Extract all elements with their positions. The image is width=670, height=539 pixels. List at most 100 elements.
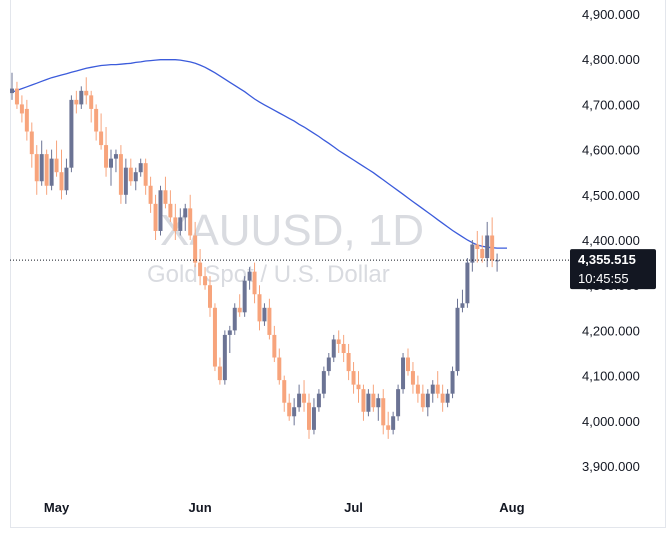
candle — [193, 221, 198, 268]
candle — [435, 371, 440, 399]
candle — [386, 411, 391, 439]
candle — [104, 127, 109, 177]
candle — [212, 303, 217, 372]
candle — [460, 289, 465, 313]
candle — [406, 348, 410, 376]
candle-body — [366, 393, 371, 412]
candle — [217, 357, 222, 385]
candle — [99, 113, 104, 150]
candle — [292, 398, 297, 426]
candle — [311, 398, 316, 435]
candle-body — [292, 407, 297, 417]
candle-body — [113, 154, 118, 159]
candle-body — [440, 393, 445, 403]
candle-body — [217, 366, 222, 381]
candle — [396, 384, 401, 421]
candle-body — [475, 244, 480, 250]
candle — [351, 362, 356, 394]
candle — [316, 389, 321, 412]
candle-body — [445, 393, 450, 403]
candle-body — [133, 172, 138, 182]
candle — [495, 253, 500, 272]
candle-body — [401, 357, 406, 390]
candle — [307, 393, 311, 439]
candle — [173, 203, 178, 240]
candle-body — [311, 407, 316, 430]
candle — [277, 348, 282, 385]
watermark-symbol: XAUUSD, 1D — [160, 206, 424, 255]
candle — [455, 298, 460, 376]
candle-body — [302, 393, 307, 403]
x-tick-label: Jun — [189, 500, 212, 515]
candle-body — [455, 307, 460, 372]
candle-body — [465, 262, 470, 304]
candle-body — [178, 217, 183, 231]
candle — [128, 158, 133, 186]
candle-body — [490, 235, 495, 261]
candle-body — [247, 271, 252, 281]
x-tick-label: Jul — [344, 500, 363, 515]
candle — [247, 267, 252, 290]
candle — [242, 276, 247, 317]
candle-body — [163, 190, 168, 204]
candle — [198, 249, 203, 286]
y-tick-label: 4,700.000 — [582, 97, 640, 112]
candle — [257, 285, 262, 331]
candle — [158, 185, 163, 236]
candle — [376, 393, 381, 421]
candle-body — [49, 158, 54, 186]
candle-body — [138, 163, 143, 173]
candle-body — [64, 167, 69, 191]
candle — [450, 366, 455, 399]
candle — [401, 353, 406, 394]
candle — [79, 86, 84, 109]
candle-body — [232, 307, 237, 331]
candle — [356, 371, 361, 403]
candle — [188, 194, 193, 240]
candle-body — [351, 371, 356, 385]
candle-body — [79, 90, 84, 105]
candle — [346, 343, 351, 381]
candle — [118, 145, 123, 204]
candle — [326, 353, 331, 376]
candle-body — [94, 108, 99, 132]
candle — [49, 149, 54, 191]
candle-body — [10, 88, 14, 94]
candle — [321, 366, 326, 399]
candle — [371, 384, 376, 412]
candle-body — [69, 99, 74, 168]
candle — [440, 384, 445, 412]
candle-body — [19, 104, 24, 114]
candle-body — [188, 208, 193, 236]
y-tick-label: 4,200.000 — [582, 323, 640, 338]
candle — [341, 334, 346, 363]
candle-body — [435, 384, 440, 394]
candle-body — [39, 154, 44, 182]
y-tick-label: 4,800.000 — [582, 52, 640, 67]
candle-body — [158, 190, 163, 231]
candle — [430, 380, 435, 403]
candle-body — [74, 99, 79, 105]
candle-body — [257, 294, 262, 322]
candle-body — [227, 330, 232, 335]
candle-body — [168, 203, 173, 218]
candle-body — [396, 389, 401, 417]
candle-body — [425, 393, 430, 408]
candle-body — [29, 131, 34, 155]
candle — [272, 325, 277, 363]
candle-body — [14, 88, 19, 105]
candle — [138, 158, 143, 177]
candle — [109, 149, 113, 186]
candle-body — [222, 334, 227, 381]
candle-body — [242, 280, 247, 313]
candle-body — [336, 339, 341, 344]
candle-body — [193, 235, 198, 263]
candle-body — [316, 393, 321, 408]
candle — [19, 95, 24, 123]
candle-body — [391, 416, 396, 430]
candle-body — [297, 393, 302, 408]
candle — [163, 176, 168, 209]
candle-body — [237, 307, 242, 313]
candle-body — [495, 260, 500, 262]
